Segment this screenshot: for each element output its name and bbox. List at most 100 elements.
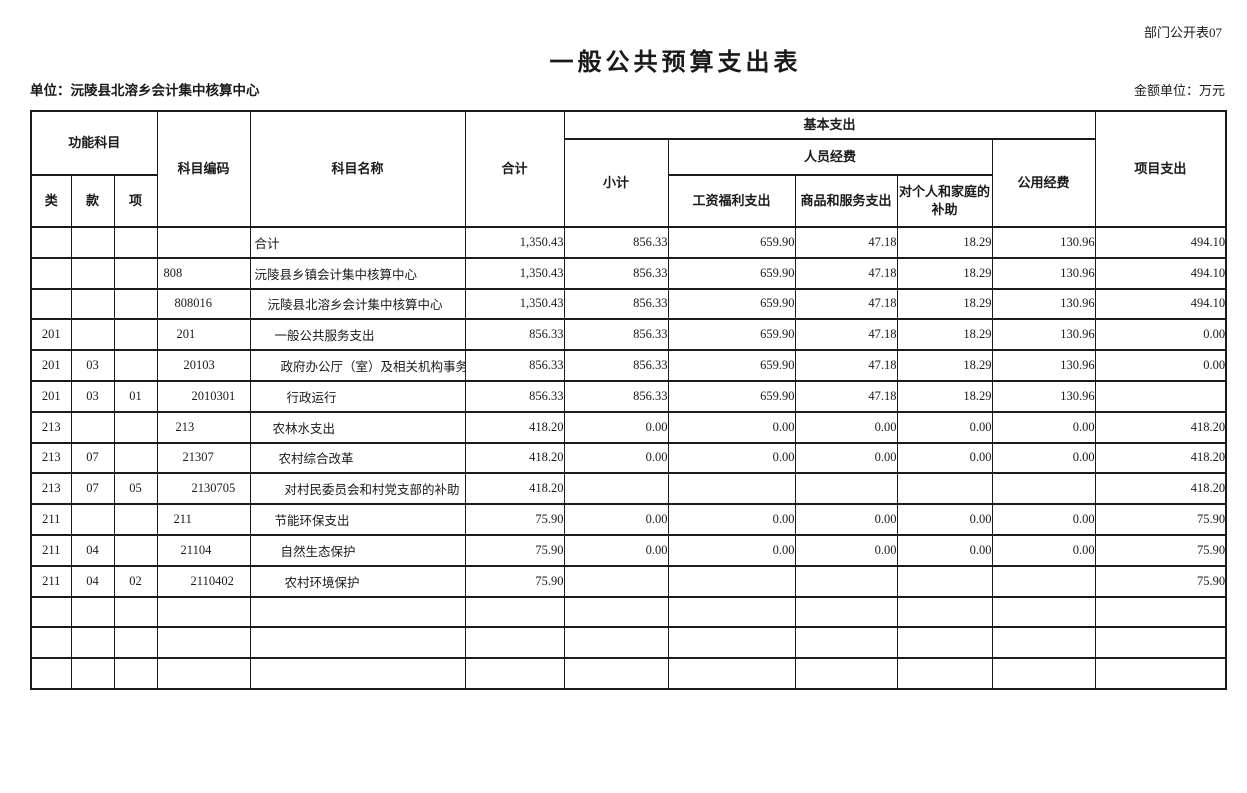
cell-total (464, 595, 565, 629)
table-row: 211 04 21104 自然生态保护 75.90 0.00 0.00 0.00 0.00 0.0… (30, 533, 1227, 567)
cell-total: 418.20 (464, 472, 565, 506)
header-row-2: 小计 人员经费 公用经费 (31, 138, 1226, 228)
cell-project-expenditure (1094, 595, 1227, 629)
cell-project-expenditure: 418.20 (1094, 410, 1227, 444)
cell-individual-family (896, 657, 993, 690)
cell-item (113, 226, 158, 259)
total-header: 合计 (464, 110, 565, 228)
cell-goods-services: 47.18 (794, 256, 898, 290)
cell-public-funds (991, 472, 1096, 506)
table-row: 211 211 节能环保支出 75.90 0.00 0.00 0.00 0.00 0.00 75.… (30, 503, 1227, 536)
cell-wages-benefits (667, 657, 796, 690)
cell-goods-services: 47.18 (794, 349, 898, 382)
cell-goods-services: 0.00 (794, 441, 898, 475)
cell-category: 213 (30, 472, 72, 506)
unit-row: 单位：沅陵县北溶乡会计集中核算中心 金额单位：万元 (30, 79, 1225, 99)
cell-item (113, 533, 158, 567)
cell-item: 05 (113, 472, 158, 506)
cell-section: 04 (70, 564, 115, 598)
item-header: 项 (113, 174, 158, 228)
cell-wages-benefits: 659.90 (667, 379, 796, 413)
personnel-funds-header: 人员经费 (667, 138, 993, 176)
public-funds-header: 公用经费 (991, 138, 1096, 228)
cell-subtotal (563, 472, 669, 506)
cell-wages-benefits (667, 626, 796, 660)
cell-section (70, 318, 115, 352)
cell-individual-family: 18.29 (896, 256, 993, 290)
cell-category: 201 (30, 379, 72, 413)
cell-wages-benefits: 0.00 (667, 441, 796, 475)
cell-individual-family: 0.00 (896, 503, 993, 536)
table-row: 213 213 农林水支出 418.20 0.00 0.00 0.00 0.00 0.00 418… (30, 410, 1227, 444)
header-row-3: 类 款 项 工资福利支出 商品和服务支出 对个人和家庭的补助 (30, 174, 1226, 228)
cell-total: 856.33 (464, 379, 565, 413)
cell-goods-services (794, 595, 898, 629)
cell-total: 856.33 (464, 318, 565, 352)
cell-public-funds: 0.00 (991, 441, 1096, 475)
cell-project-expenditure: 0.00 (1094, 349, 1227, 382)
cell-project-expenditure: 75.90 (1094, 533, 1227, 567)
cell-section (70, 595, 115, 629)
page-title: 一般公共预算支出表 (549, 49, 802, 76)
individual-family-header: 对个人和家庭的补助 (896, 174, 993, 228)
cell-individual-family: 0.00 (896, 533, 993, 567)
section-header: 款 (70, 174, 115, 228)
subject-code-header: 科目编码 (156, 110, 251, 228)
cell-subtotal (563, 595, 669, 629)
cell-category: 213 (30, 410, 72, 444)
cell-goods-services (794, 472, 898, 506)
cell-subject-code: 211 (156, 503, 251, 536)
cell-section (70, 626, 115, 660)
cell-project-expenditure (1094, 626, 1227, 660)
cell-category: 211 (30, 564, 72, 598)
budget-table: 功能科目 科目编码 科目名称 合计 基本支出 项目支出 小计 人员经费 公用经费… (30, 110, 1228, 690)
cell-subject-name: 合计 (249, 226, 466, 259)
cell-subject-name: 农林水支出 (249, 410, 466, 444)
cell-section: 03 (70, 349, 115, 382)
cell-public-funds (991, 626, 1096, 660)
cell-public-funds: 130.96 (991, 226, 1096, 259)
cell-public-funds (991, 657, 1096, 690)
cell-public-funds (991, 564, 1096, 598)
table-row: 201 03 20103 政府办公厅（室）及相关机构事务 856.33 856.33 659… (30, 349, 1227, 382)
cell-item (113, 410, 158, 444)
cell-category: 211 (30, 503, 72, 536)
cell-subject-code: 808 (156, 256, 251, 290)
table-row: 213 07 21307 农村综合改革 418.20 0.00 0.00 0.00 0.00 0.… (30, 441, 1227, 475)
cell-total: 75.90 (464, 503, 565, 536)
cell-subject-name: 节能环保支出 (249, 503, 466, 536)
amount-unit-label: 金额单位：万元 (1133, 83, 1225, 98)
cell-subject-name: 政府办公厅（室）及相关机构事务 (249, 349, 466, 382)
cell-total: 1,350.43 (464, 226, 565, 259)
cell-subject-name: 沅陵县北溶乡会计集中核算中心 (249, 287, 466, 321)
cell-subject-name: 行政运行 (249, 379, 466, 413)
cell-subject-code: 20103 (156, 349, 251, 382)
cell-subject-name: 农村综合改革 (249, 441, 466, 475)
cell-individual-family (896, 626, 993, 660)
cell-individual-family: 0.00 (896, 441, 993, 475)
cell-wages-benefits (667, 595, 796, 629)
cell-subject-code (156, 657, 251, 690)
cell-total (464, 657, 565, 690)
cell-subject-code (156, 226, 251, 259)
cell-item: 01 (113, 379, 158, 413)
cell-total: 1,350.43 (464, 287, 565, 321)
cell-subject-code: 808016 (156, 287, 251, 321)
cell-project-expenditure: 418.20 (1094, 472, 1227, 506)
cell-goods-services (794, 626, 898, 660)
cell-public-funds: 130.96 (991, 379, 1096, 413)
cell-subject-name: 自然生态保护 (249, 533, 466, 567)
cell-project-expenditure: 75.90 (1094, 503, 1227, 536)
cell-item: 02 (113, 564, 158, 598)
cell-public-funds: 130.96 (991, 318, 1096, 352)
project-expenditure-header: 项目支出 (1094, 110, 1227, 228)
cell-category (30, 595, 72, 629)
cell-section (70, 287, 115, 321)
cell-subtotal: 856.33 (563, 226, 669, 259)
cell-section: 03 (70, 379, 115, 413)
table-body: 合计 1,350.43 856.33 659.90 47.18 18.29 130.96 49… (30, 226, 1227, 690)
cell-total (464, 626, 565, 660)
cell-wages-benefits: 659.90 (667, 256, 796, 290)
cell-item (113, 318, 158, 352)
cell-subtotal (563, 626, 669, 660)
